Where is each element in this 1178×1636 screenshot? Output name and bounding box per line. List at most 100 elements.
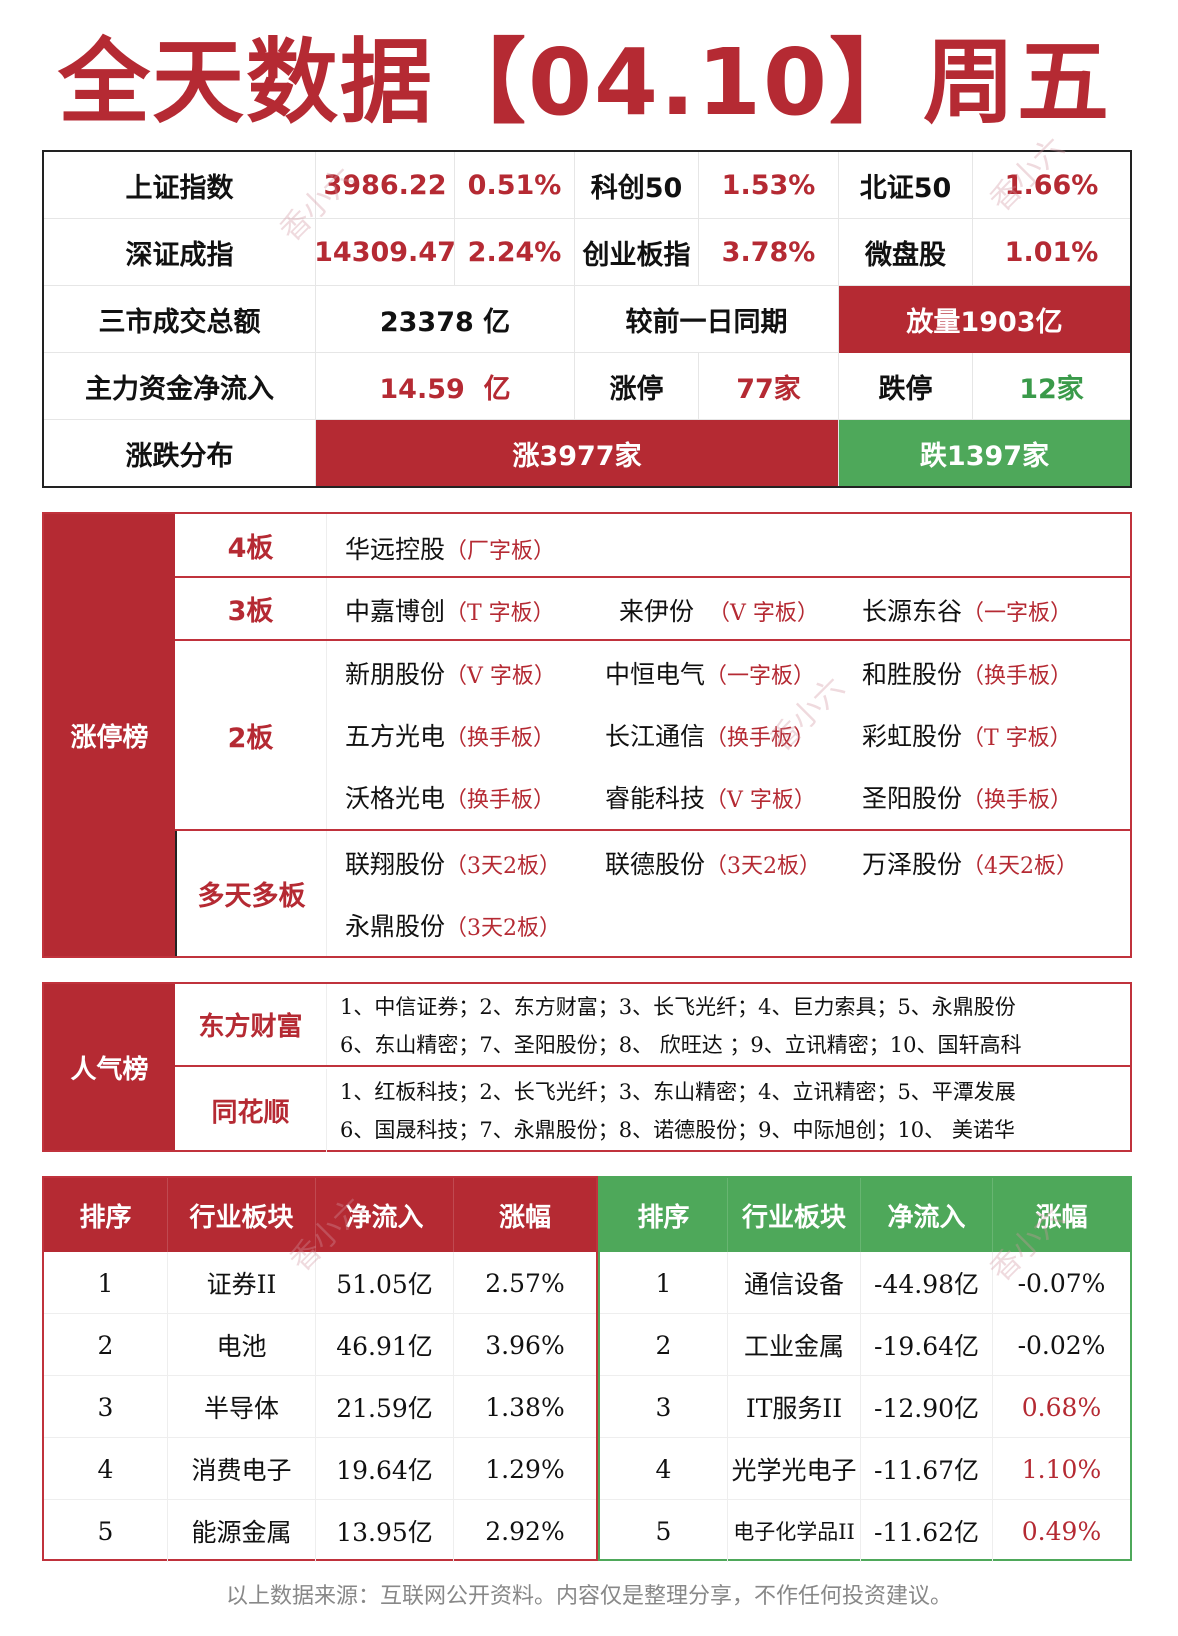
popularity-source-row: 东方财富 1、中信证券；2、东方财富；3、长飞光纤；4、巨力索具；5、永鼎股份 …: [175, 984, 1130, 1067]
header-flow: 净流入: [861, 1178, 993, 1252]
summary-row-flow: 主力资金净流入 14.59 亿 涨停 77家 跌停 12家: [44, 353, 1130, 420]
table-header: 排序 行业板块 净流入 涨幅: [600, 1178, 1130, 1252]
index-label: 微盘股: [839, 219, 973, 286]
index-label: 北证50: [839, 152, 973, 219]
table-row: 4 消费电子 19.64亿 1.29%: [44, 1438, 596, 1500]
change: 1.29%: [485, 1454, 565, 1484]
change: 2.57%: [485, 1268, 565, 1298]
net-inflow-label: 主力资金净流入: [44, 353, 316, 420]
popularity-board: 人气榜 东方财富 1、中信证券；2、东方财富；3、长飞光纤；4、巨力索具；5、永…: [42, 982, 1132, 1152]
board-row-3: 3板 中嘉博创（T 字板） 来伊份 （V 字板） 长源东谷（一字板）: [175, 578, 1130, 641]
popularity-source-name: 同花顺: [175, 1069, 327, 1152]
rank: 5: [600, 1500, 728, 1562]
change: 3.96%: [485, 1330, 565, 1360]
sector-name: 电子化学品II: [728, 1500, 861, 1562]
sector-name: 光学光电子: [728, 1438, 861, 1500]
table-header: 排序 行业板块 净流入 涨幅: [44, 1178, 596, 1252]
popularity-list-line: 6、东山精密；7、圣阳股份；8、 欣旺达 ；9、立讯精密；10、国轩高科: [340, 1033, 1022, 1057]
stock-item: 圣阳股份（换手板）: [862, 784, 1073, 813]
change: -0.07%: [1017, 1268, 1106, 1298]
stock-item: 长源东谷（一字板）: [862, 597, 1073, 626]
index-label: 上证指数: [44, 152, 316, 219]
index-change: 1.66%: [1004, 170, 1099, 201]
disclaimer: 以上数据来源：互联网公开资料。内容仅是整理分享，不作任何投资建议。: [225, 1584, 952, 1609]
table-row: 1 证券II 51.05亿 2.57%: [44, 1252, 596, 1314]
board-row-multi-day: 多天多板 联翔股份（3天2板） 联德股份（3天2板） 万泽股份（4天2板） 永鼎…: [175, 831, 1130, 956]
popularity-source-name: 东方财富: [175, 984, 327, 1065]
stock-item: 和胜股份（换手板）: [862, 660, 1073, 689]
index-change: 3.78%: [699, 219, 839, 286]
board-level: 多天多板: [175, 831, 327, 956]
header-sector: 行业板块: [168, 1178, 316, 1252]
turnover-compare-value: 放量1903亿: [839, 286, 1130, 353]
table-row: 1 通信设备 -44.98亿 -0.07%: [600, 1252, 1130, 1314]
board-row-2: 2板 新朋股份（V 字板） 中恒电气（一字板） 和胜股份（换手板） 五方光电（换…: [175, 641, 1130, 831]
stock-item: 联德股份（3天2板）: [605, 850, 822, 879]
index-change: 2.24%: [455, 219, 575, 286]
table-row: 2 工业金属 -19.64亿 -0.02%: [600, 1314, 1130, 1376]
change: 0.49%: [1021, 1516, 1102, 1546]
header-change: 涨幅: [1035, 1202, 1088, 1233]
stock-item: 彩虹股份（T 字板）: [862, 722, 1072, 751]
header-flow: 净流入: [316, 1178, 454, 1252]
sector-name: 工业金属: [728, 1314, 861, 1376]
stock-item: 长江通信（换手板）: [605, 722, 816, 751]
rank: 4: [600, 1438, 728, 1500]
board-level: 3板: [175, 578, 327, 639]
stock-item: 永鼎股份（3天2板）: [345, 912, 562, 941]
distribution-label: 涨跌分布: [44, 420, 316, 486]
advancers-bar: 涨3977家: [316, 420, 839, 486]
index-label: 创业板指: [575, 219, 699, 286]
sector-name: 能源金属: [168, 1500, 316, 1562]
net-flow: -11.67亿: [861, 1438, 993, 1500]
header-sector: 行业板块: [728, 1178, 861, 1252]
sector-outflow-table: 排序 行业板块 净流入 涨幅 1 通信设备 -44.98亿 -0.07% 2 工…: [598, 1176, 1132, 1562]
change: 0.68%: [1021, 1392, 1102, 1422]
turnover-label: 三市成交总额: [44, 286, 316, 353]
rank: 2: [44, 1314, 168, 1376]
popularity-list-line: 1、中信证券；2、东方财富；3、长飞光纤；4、巨力索具；5、永鼎股份: [340, 995, 1016, 1019]
index-value: 14309.47: [314, 219, 456, 286]
stock-item: 中恒电气（一字板）: [605, 660, 816, 689]
index-change: 1.53%: [699, 152, 839, 219]
index-change: 0.51%: [455, 152, 575, 219]
stock-item: 五方光电（换手板）: [345, 722, 556, 751]
net-flow: -44.98亿: [861, 1252, 993, 1314]
stock-item: 联翔股份（3天2板）: [345, 850, 562, 879]
rank: 4: [44, 1438, 168, 1500]
limit-down-label: 跌停: [839, 353, 973, 420]
limit-up-board-label: 涨停榜: [44, 514, 175, 956]
popularity-source-row: 同花顺 1、红板科技；2、长飞光纤；3、东山精密；4、立讯精密；5、平潭发展 6…: [175, 1069, 1130, 1152]
table-row: 5 电子化学品II -11.62亿 0.49%: [600, 1500, 1130, 1562]
header-rank: 排序: [44, 1178, 168, 1252]
stock-item: 中嘉博创（T 字板）: [345, 597, 555, 626]
summary-row-distribution: 涨跌分布 涨3977家 跌1397家: [44, 420, 1130, 486]
table-row: 4 光学光电子 -11.67亿 1.10%: [600, 1438, 1130, 1500]
header-change: 涨幅: [498, 1202, 551, 1233]
market-summary-table: 上证指数 3986.22 0.51% 科创50 1.53% 北证50 1.66%…: [42, 150, 1132, 488]
stock-item: 沃格光电（换手板）: [345, 784, 556, 813]
stock-item: 万泽股份（4天2板）: [862, 850, 1079, 879]
change: 2.92%: [485, 1516, 565, 1546]
summary-row-2: 深证成指 14309.47 2.24% 创业板指 3.78% 微盘股 1.01%: [44, 219, 1130, 286]
change: 1.10%: [1021, 1454, 1102, 1484]
table-row: 5 能源金属 13.95亿 2.92%: [44, 1500, 596, 1562]
sector-name: 消费电子: [168, 1438, 316, 1500]
limit-up-board: 涨停榜 4板 华远控股（厂字板） 3板 中嘉博创（T 字板） 来伊份 （V 字板）…: [42, 512, 1132, 958]
sector-name: 半导体: [168, 1376, 316, 1438]
limit-down-count: 12家: [1019, 374, 1084, 405]
net-flow: 13.95亿: [316, 1500, 454, 1562]
net-flow: -12.90亿: [861, 1376, 993, 1438]
summary-row-1: 上证指数 3986.22 0.51% 科创50 1.53% 北证50 1.66%: [44, 152, 1130, 219]
turnover-value: 23378 亿: [316, 286, 575, 353]
summary-row-turnover: 三市成交总额 23378 亿 较前一日同期 放量1903亿: [44, 286, 1130, 353]
net-flow: 19.64亿: [316, 1438, 454, 1500]
limit-up-count: 77家: [699, 353, 839, 420]
rank: 5: [44, 1500, 168, 1562]
sector-inflow-table: 排序 行业板块 净流入 涨幅 1 证券II 51.05亿 2.57% 2 电池 …: [42, 1176, 598, 1562]
board-level: 4板: [175, 514, 327, 576]
net-inflow-value: 14.59 亿: [316, 353, 575, 420]
rank: 1: [44, 1252, 168, 1314]
rank: 3: [44, 1376, 168, 1438]
index-value: 3986.22: [316, 152, 455, 219]
